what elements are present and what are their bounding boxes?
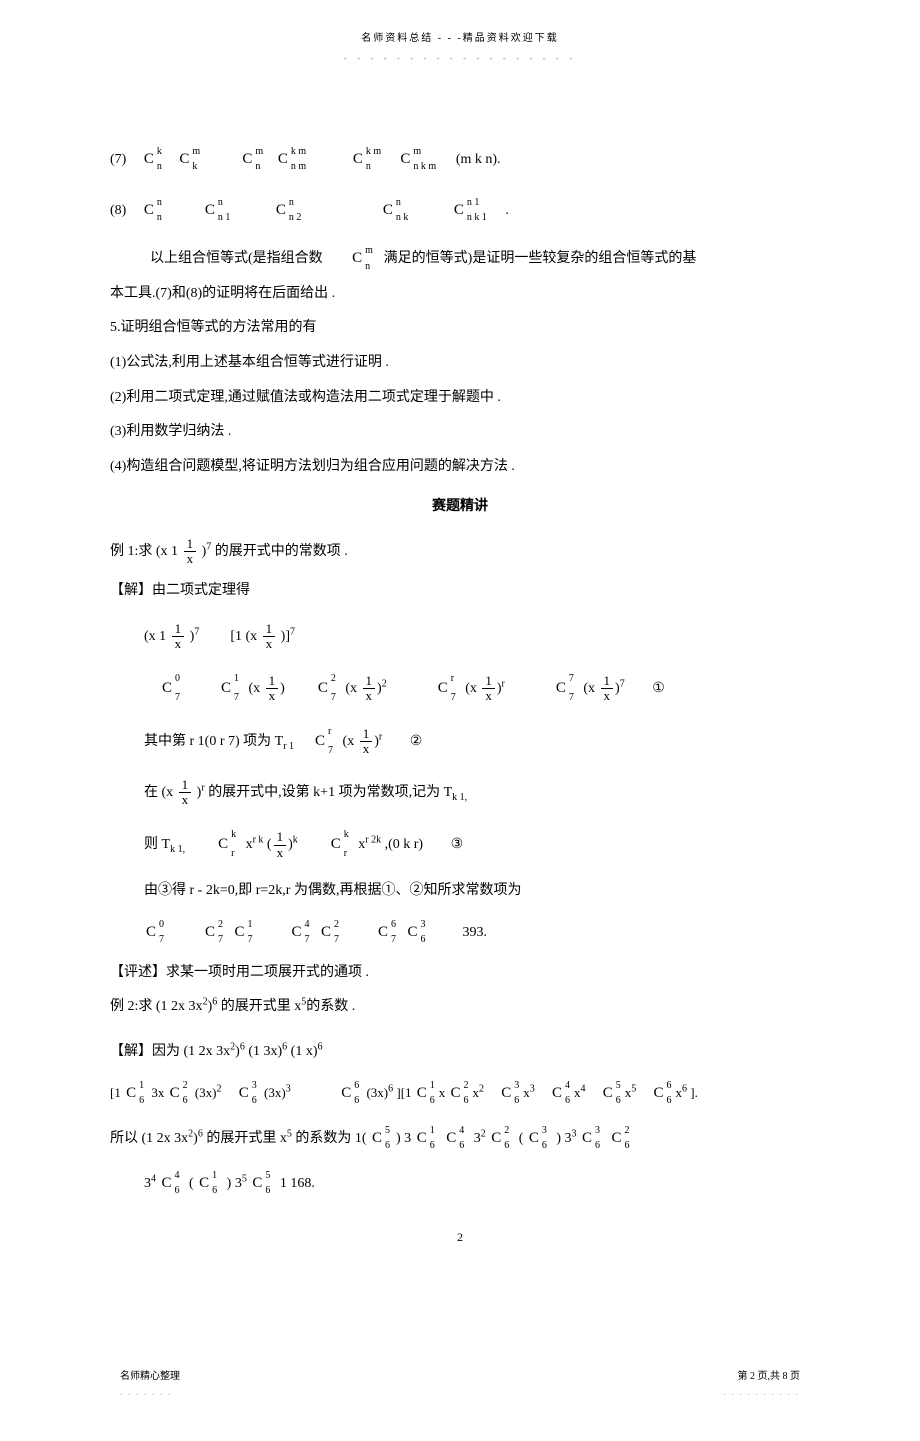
footer-right: 第 2 页,共 8 页 — [724, 1368, 800, 1386]
footer-left: 名师精心整理 — [120, 1368, 180, 1386]
comment-1: 【评述】求某一项时用二项展开式的通项 . — [110, 960, 810, 987]
sol-line-5: 则 Tk 1, Ckr xr k (1x)k Ckr xr 2k ,(0 k r… — [110, 825, 810, 864]
section-title: 赛题精讲 — [110, 494, 810, 519]
f7-prefix: (7) — [110, 152, 126, 167]
formula-7: (7) Ckn Cmk Cmn Ck mn m Ck mn Cmn k m (m… — [110, 146, 810, 173]
para-4: (1)公式法,利用上述基本组合恒等式进行证明 . — [110, 350, 810, 377]
para-5: (2)利用二项式定理,通过赋值法或构造法用二项式定理于解题中 . — [110, 385, 810, 412]
f8-prefix: (8) — [110, 203, 126, 218]
sol-line-1: (x 1 1x )7 [1 (x 1x )]7 — [110, 619, 810, 655]
sol-line-4: 在 (x 1x )r 的展开式中,设第 k+1 项为常数项,记为 Tk 1, — [110, 775, 810, 811]
footer-right-dots: . . . . . . . . . . — [724, 1386, 800, 1400]
page-number: 2 — [110, 1227, 810, 1249]
circ-1: ① — [652, 681, 665, 696]
f7-tail: (m k n). — [456, 152, 501, 167]
sol-line-7: C07 C27 C17 C47 C27 C67 C36 393. — [110, 919, 810, 946]
sol-line-6: 由③得 r - 2k=0,即 r=2k,r 为偶数,再根据①、②知所求常数项为 — [110, 878, 810, 905]
para-1a: 以上组合恒等式(是指组合数 Cmn 满足的恒等式)是证明一些较复杂的组合恒等式的… — [110, 244, 810, 273]
circ-3: ③ — [451, 837, 464, 852]
header-dots: - - - - - - - - - - - - - - - - - - — [110, 50, 810, 66]
formula-8: (8) Cnn Cnn 1 Cnn 2 Cnn k Cn 1n k 1 . — [110, 197, 810, 224]
example-2: 例 2:求 (1 2x 3x2)6 的展开式里 x5的系数 . — [110, 994, 810, 1021]
so-line-2: 34 C46 ( C16 ) 35 C56 1 168. — [110, 1170, 810, 1197]
solution-2-open: 【解】因为 (1 2x 3x2)6 (1 3x)6 (1 x)6 — [110, 1039, 810, 1066]
circ-2: ② — [410, 734, 423, 749]
sol-line-2: C07 C17 (x 1x) C27 (x 1x)2 Cr7 (x 1x)r C… — [110, 669, 810, 708]
page-footer: 名师精心整理 . . . . . . . 第 2 页,共 8 页 . . . .… — [110, 1368, 810, 1400]
example-1: 例 1:求 (x 1 1x )7 的展开式中的常数项 . — [110, 534, 810, 570]
solution-open: 【解】由二项式定理得 — [110, 578, 810, 605]
header-text: 名师资料总结 - - -精品资料欢迎下载 — [361, 33, 559, 44]
sol-line-3: 其中第 r 1(0 r 7) 项为 Tr 1 Cr7 (x 1x)r ② — [110, 722, 810, 761]
footer-left-dots: . . . . . . . — [120, 1386, 180, 1400]
para-6: (3)利用数学归纳法 . — [110, 419, 810, 446]
so-line: 所以 (1 2x 3x2)6 的展开式里 x5 的系数为 1( C56) 3 C… — [110, 1125, 810, 1152]
para-3: 5.证明组合恒等式的方法常用的有 — [110, 315, 810, 342]
para-2: 本工具.(7)和(8)的证明将在后面给出 . — [110, 281, 810, 308]
expand-line: [1 C16 3x C26 (3x)2 C36 (3x)3 C66 (3x)6 … — [110, 1080, 810, 1107]
page-header: 名师资料总结 - - -精品资料欢迎下载 - - - - - - - - - -… — [110, 30, 810, 66]
para-7: (4)构造组合问题模型,将证明方法划归为组合应用问题的解决方法 . — [110, 454, 810, 481]
